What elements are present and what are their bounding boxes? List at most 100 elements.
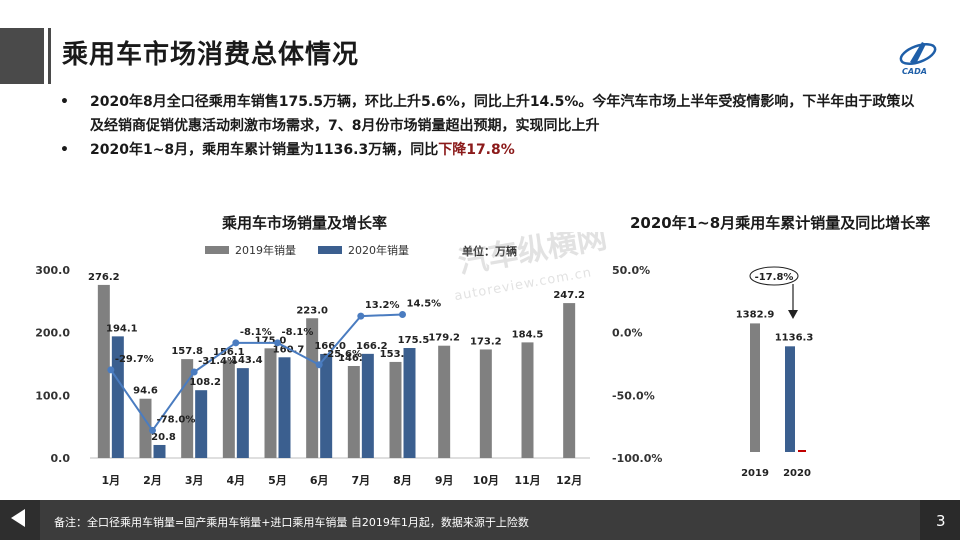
bar-2019 <box>139 398 152 458</box>
x-tick-label: 8月 <box>393 474 412 487</box>
x-tick-label: 4月 <box>227 474 246 487</box>
x-tick-label: 11月 <box>514 474 540 487</box>
bar-2020 <box>320 353 333 458</box>
y-left-tick-label: 100.0 <box>35 389 70 402</box>
bar-2020 <box>403 348 416 458</box>
prev-slide-button[interactable] <box>0 500 40 540</box>
monthly-chart-title: 乘用车市场销量及增长率 <box>222 214 388 232</box>
data-label-2020: 175.5 <box>398 335 430 346</box>
callout-arrow-head <box>788 310 798 319</box>
data-label-2019: 276.2 <box>88 272 120 283</box>
title-accent-block <box>0 28 44 84</box>
bar-2019 <box>97 284 110 458</box>
cumulative-growth-bar <box>798 450 806 452</box>
bar-2020 <box>361 353 374 458</box>
summary-bullets: 2020年8月全口径乘用车销售175.5万辆，环比上升5.6%，同比上升14.5… <box>56 90 926 162</box>
x-tick-label: 7月 <box>352 474 371 487</box>
footer-note: 备注：全口径乘用车销量=国产乘用车销量+进口乘用车销量 自2019年1月起，数据… <box>54 516 529 529</box>
bar-2020 <box>236 368 249 458</box>
bar-2019 <box>479 349 492 458</box>
bar-2020 <box>111 336 124 458</box>
legend-item-2019: 2019年销量 <box>205 242 296 258</box>
legend-swatch-2020 <box>318 246 342 254</box>
bar-2019 <box>563 303 576 458</box>
growth-point <box>107 366 115 374</box>
growth-point <box>274 339 281 347</box>
x-tick-label: 6月 <box>310 474 329 487</box>
data-label-2020: 166.2 <box>356 341 388 352</box>
bar-2019 <box>306 318 319 458</box>
bar-2019 <box>264 348 277 458</box>
cumulative-chart-title: 2020年1~8月乘用车累计销量及同比增长率 <box>630 214 931 232</box>
cada-logo-icon: CADA <box>899 42 937 76</box>
growth-point <box>315 361 323 369</box>
growth-point <box>399 310 406 318</box>
x-tick-label: 10月 <box>473 474 499 487</box>
bar-2019 <box>222 360 235 458</box>
cumulative-value-label: 1136.3 <box>775 332 814 343</box>
growth-point <box>149 426 156 434</box>
bar-2019 <box>347 366 360 458</box>
bar-2019 <box>181 359 194 458</box>
bar-2019 <box>389 361 402 458</box>
growth-callout-ellipse <box>749 266 799 286</box>
bullet-cumulative-sales: 2020年1~8月，乘用车累计销量为1136.3万辆，同比下降17.8% <box>56 138 926 162</box>
page-number: 3 <box>936 512 946 530</box>
cumulative-x-tick-label: 2019 <box>741 468 769 479</box>
growth-label: -29.7% <box>115 354 154 365</box>
bar-2020 <box>153 444 166 458</box>
data-label-2019: 156.1 <box>213 347 245 358</box>
growth-label: 13.2% <box>365 300 400 311</box>
logo-text: CADA <box>902 67 927 76</box>
legend-item-2020: 2020年销量 <box>318 242 409 258</box>
x-tick-label: 5月 <box>268 474 287 487</box>
data-label-2020: 194.1 <box>106 323 138 334</box>
data-label-2020: 166.0 <box>314 341 346 352</box>
growth-label: 14.5% <box>407 298 442 309</box>
cumulative-bar-2019 <box>750 323 760 452</box>
growth-label: -8.1% <box>240 327 272 338</box>
cumulative-bar-2020 <box>785 346 795 452</box>
data-label-2020: 108.2 <box>189 377 221 388</box>
bar-2019 <box>438 345 451 458</box>
bullet-monthly-sales: 2020年8月全口径乘用车销售175.5万辆，环比上升5.6%，同比上升14.5… <box>56 90 926 138</box>
growth-point <box>232 339 240 347</box>
y-left-tick-label: 0.0 <box>51 452 71 465</box>
y-left-tick-label: 300.0 <box>35 264 70 277</box>
title-accent-line <box>48 28 51 84</box>
sales-charts: 0.0 100.0 200.0 300.0 -100.0% -50.0% 0.0% 50.0%… <box>35 264 814 487</box>
x-tick-label: 2月 <box>143 474 162 487</box>
page-number-box <box>920 500 960 540</box>
growth-point <box>190 368 198 376</box>
legend-label-2020: 2020年销量 <box>348 244 409 257</box>
watermark: 汽车纵横网 autoreview.com.cn <box>453 232 609 302</box>
x-tick-label: 1月 <box>102 474 121 487</box>
x-tick-label: 12月 <box>556 474 582 487</box>
bar-2020 <box>195 390 208 458</box>
growth-label: -25.6% <box>323 349 362 360</box>
data-label-2019: 247.2 <box>553 290 585 301</box>
y-right-tick-label: -50.0% <box>612 389 655 402</box>
x-tick-label: 3月 <box>185 474 204 487</box>
cumulative-growth-label: -17.8% <box>755 272 794 283</box>
data-label-2020: 143.4 <box>231 355 263 366</box>
decline-highlight: 下降17.8% <box>438 142 515 158</box>
y-left-tick-label: 200.0 <box>35 327 70 340</box>
growth-label: -31.4% <box>198 356 237 367</box>
legend-swatch-2019 <box>205 246 229 254</box>
data-label-2019: 94.6 <box>133 386 158 397</box>
data-label-2019: 175.0 <box>255 335 287 346</box>
bar-2020 <box>278 357 291 458</box>
growth-rate-line <box>110 313 403 433</box>
y-right-tick-label: 0.0% <box>612 327 643 340</box>
growth-label: -78.0% <box>157 414 196 425</box>
legend-label-2019: 2019年销量 <box>235 244 296 257</box>
footer-bar <box>0 500 960 540</box>
growth-label: -8.1% <box>282 327 314 338</box>
bar-2019 <box>521 342 534 458</box>
cumulative-x-tick-label: 2020 <box>783 468 811 479</box>
arrow-left-icon <box>11 509 25 527</box>
data-label-2020: 160.7 <box>273 344 305 355</box>
page-title: 乘用车市场消费总体情况 <box>62 40 360 70</box>
y-right-tick-label: -100.0% <box>612 452 662 465</box>
